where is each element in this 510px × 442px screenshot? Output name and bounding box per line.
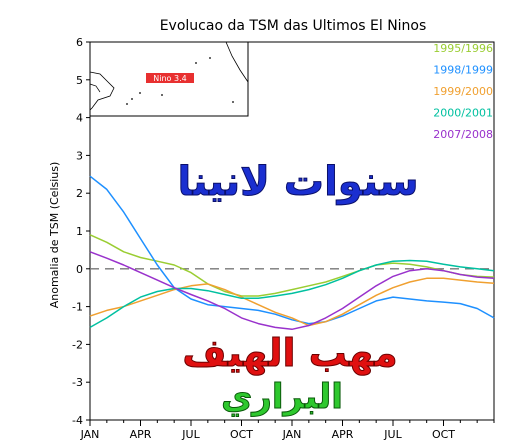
nino-region-label: Nino 3.4 (153, 74, 186, 83)
legend-item: 1999/2000 (433, 85, 493, 98)
series-line-2000-2001 (89, 259, 495, 329)
series-line-2007-2008 (89, 251, 495, 331)
y-tick-label: 5 (76, 74, 83, 87)
series-line-1998-1999 (89, 175, 495, 325)
legend-item: 2000/2001 (433, 107, 493, 120)
y-tick-label: 4 (76, 112, 83, 125)
series-line-1995-1996 (89, 234, 495, 297)
x-tick-label: OCT (432, 428, 455, 441)
x-tick-label: OCT (230, 428, 253, 441)
series-line-1999-2000 (89, 277, 495, 327)
y-tick-label: 2 (76, 187, 83, 200)
legend-item: 2007/2008 (433, 128, 493, 141)
x-tick-label: JAN (80, 428, 100, 441)
y-tick-label: 6 (76, 36, 83, 49)
y-tick-label: -2 (72, 338, 83, 351)
overlay-text-blue: سنوات لانينا (177, 159, 418, 205)
y-tick-label: 1 (76, 225, 83, 238)
y-tick-label: 3 (76, 149, 83, 162)
y-axis-label: Anomalia de TSM (Celsius) (48, 162, 61, 309)
legend-item: 1995/1996 (433, 42, 493, 55)
y-tick-label: -3 (72, 376, 83, 389)
x-tick-label: APR (130, 428, 152, 441)
y-tick-label: -4 (72, 414, 83, 427)
legend-item: 1998/1999 (433, 64, 493, 77)
series-lines (89, 175, 495, 331)
overlay-text-green: البراري (221, 377, 343, 417)
chart-title: Evolucao da TSM das Ultimos El Ninos (160, 18, 427, 34)
overlay-text-red: مهب الهيف (182, 331, 397, 375)
x-tick-label: JUL (383, 428, 402, 441)
y-tick-label: 0 (76, 263, 83, 276)
nino-region-box (146, 73, 194, 83)
inset-map: Nino 3.4 (89, 41, 249, 117)
x-tick-label: JUL (181, 428, 200, 441)
x-tick-label: JAN (282, 428, 302, 441)
y-tick-label: -1 (72, 301, 83, 314)
x-tick-label: APR (332, 428, 354, 441)
legend: 1995/1996 1998/1999 1999/2000 2000/2001 2007… (433, 42, 493, 141)
